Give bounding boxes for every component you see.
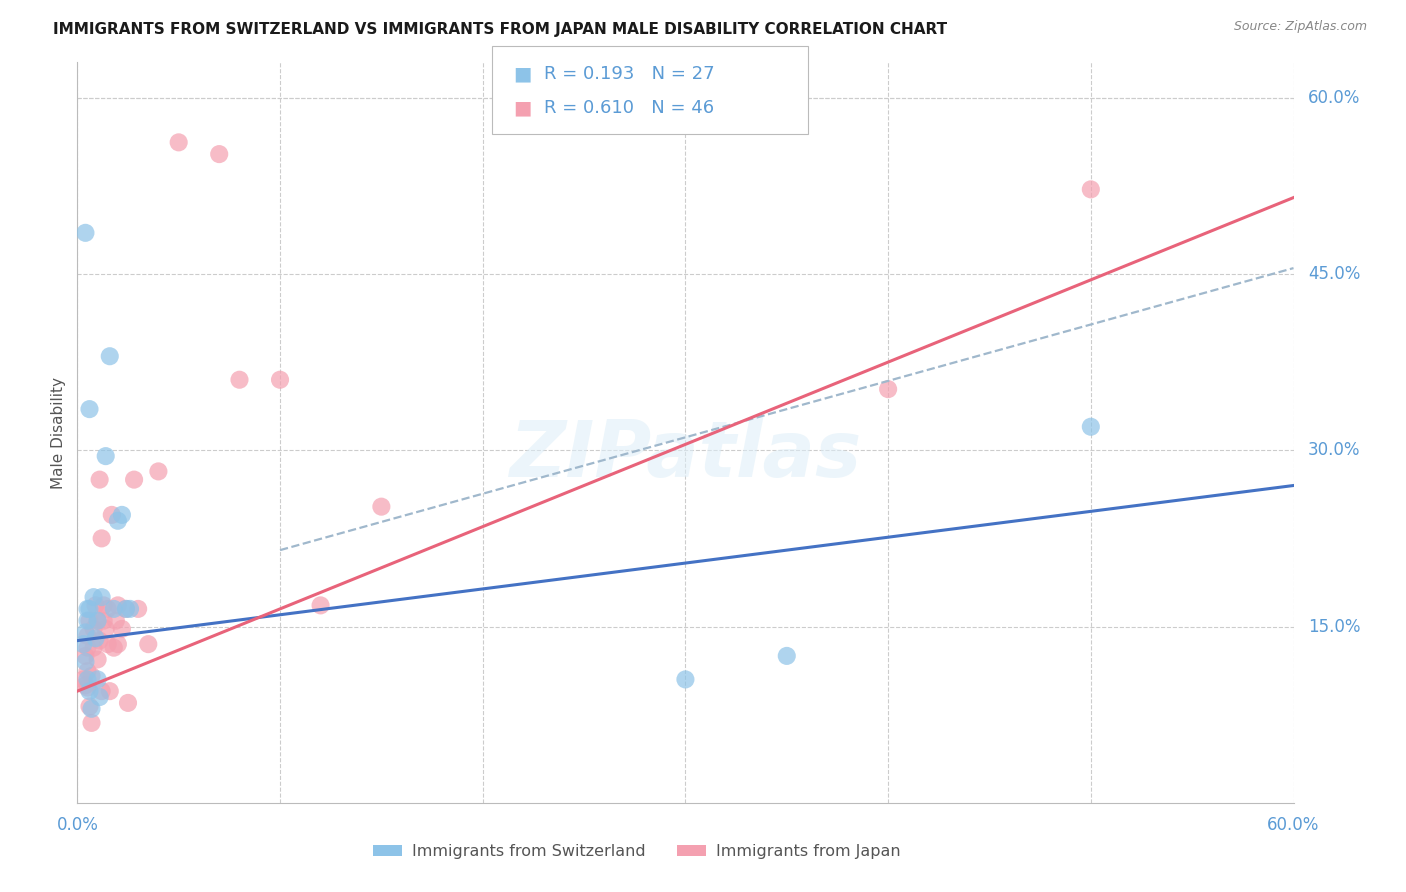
Point bbox=[136, 637, 159, 651]
Point bbox=[111, 622, 134, 636]
Point bbox=[98, 684, 121, 698]
Text: IMMIGRANTS FROM SWITZERLAND VS IMMIGRANTS FROM JAPAN MALE DISABILITY CORRELATION: IMMIGRANTS FROM SWITZERLAND VS IMMIGRANT… bbox=[53, 22, 948, 37]
Point bbox=[86, 673, 108, 687]
Point bbox=[1080, 182, 1102, 196]
Point bbox=[208, 147, 231, 161]
Point bbox=[90, 684, 112, 698]
Point bbox=[89, 473, 111, 487]
Point bbox=[86, 614, 108, 628]
Point bbox=[107, 514, 129, 528]
Point bbox=[94, 449, 117, 463]
Point bbox=[80, 702, 103, 716]
Point bbox=[75, 655, 97, 669]
Text: ■: ■ bbox=[513, 64, 531, 84]
Point bbox=[80, 715, 103, 730]
Point bbox=[167, 136, 190, 150]
Point bbox=[877, 382, 900, 396]
Point bbox=[76, 673, 98, 687]
Point bbox=[75, 226, 97, 240]
Point bbox=[94, 622, 117, 636]
Point bbox=[75, 648, 97, 663]
Point bbox=[89, 633, 111, 648]
Point bbox=[76, 614, 98, 628]
Point bbox=[84, 599, 107, 613]
Point bbox=[104, 614, 127, 628]
Point bbox=[76, 640, 98, 655]
Point bbox=[93, 599, 115, 613]
Point bbox=[89, 690, 111, 704]
Point bbox=[75, 625, 97, 640]
Text: ZIPatlas: ZIPatlas bbox=[509, 417, 862, 493]
Point bbox=[83, 640, 105, 655]
Point bbox=[117, 696, 139, 710]
Point bbox=[72, 637, 94, 651]
Point bbox=[97, 602, 120, 616]
Point bbox=[93, 614, 115, 628]
Point bbox=[90, 590, 112, 604]
Point bbox=[101, 508, 124, 522]
Y-axis label: Male Disability: Male Disability bbox=[51, 376, 66, 489]
Point bbox=[76, 602, 98, 616]
Point bbox=[83, 590, 105, 604]
Text: ■: ■ bbox=[513, 98, 531, 118]
Point bbox=[80, 669, 103, 683]
Point bbox=[103, 602, 125, 616]
Point bbox=[72, 673, 94, 687]
Point bbox=[1080, 419, 1102, 434]
Point bbox=[115, 602, 138, 616]
Text: R = 0.610   N = 46: R = 0.610 N = 46 bbox=[544, 99, 714, 117]
Point bbox=[370, 500, 392, 514]
Point bbox=[76, 664, 98, 678]
Point bbox=[76, 629, 98, 643]
Point bbox=[75, 678, 97, 692]
Text: R = 0.193   N = 27: R = 0.193 N = 27 bbox=[544, 65, 714, 83]
Point bbox=[675, 673, 697, 687]
Point bbox=[107, 599, 129, 613]
Point bbox=[228, 373, 250, 387]
Point bbox=[98, 349, 121, 363]
Point bbox=[79, 699, 101, 714]
Point bbox=[86, 614, 108, 628]
Point bbox=[122, 473, 145, 487]
Point bbox=[118, 602, 141, 616]
Point bbox=[776, 648, 799, 663]
Point bbox=[127, 602, 149, 616]
Point bbox=[97, 637, 120, 651]
Point bbox=[79, 602, 101, 616]
Text: 60.0%: 60.0% bbox=[1308, 88, 1361, 107]
Point bbox=[79, 684, 101, 698]
Legend: Immigrants from Switzerland, Immigrants from Japan: Immigrants from Switzerland, Immigrants … bbox=[367, 838, 907, 865]
Point bbox=[84, 632, 107, 646]
Point bbox=[111, 508, 134, 522]
Point bbox=[269, 373, 291, 387]
Point bbox=[76, 681, 98, 695]
Point bbox=[115, 602, 138, 616]
Point bbox=[309, 599, 332, 613]
Point bbox=[86, 652, 108, 666]
Point bbox=[103, 640, 125, 655]
Text: 45.0%: 45.0% bbox=[1308, 265, 1361, 283]
Point bbox=[79, 614, 101, 628]
Point bbox=[107, 637, 129, 651]
Text: Source: ZipAtlas.com: Source: ZipAtlas.com bbox=[1233, 20, 1367, 33]
Text: 30.0%: 30.0% bbox=[1308, 442, 1361, 459]
Point bbox=[79, 402, 101, 417]
Point bbox=[148, 464, 170, 478]
Text: 15.0%: 15.0% bbox=[1308, 617, 1361, 635]
Point bbox=[90, 532, 112, 546]
Point bbox=[83, 622, 105, 636]
